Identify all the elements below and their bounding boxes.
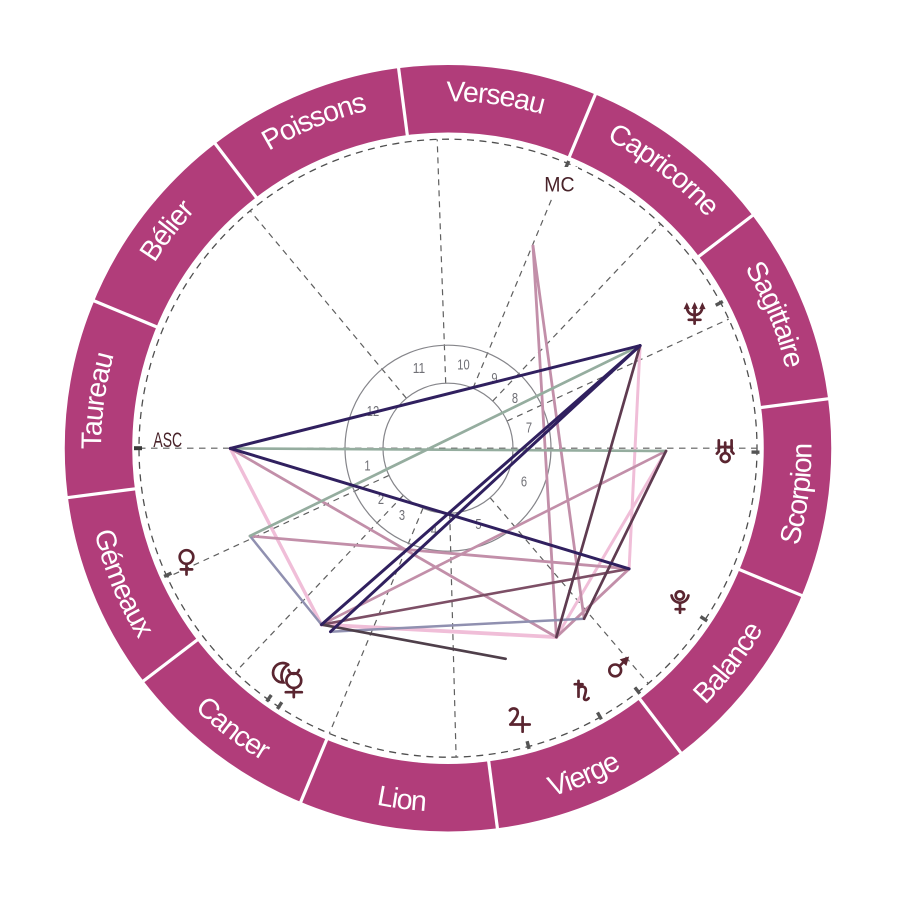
svg-text:Lion: Lion xyxy=(375,780,427,818)
svg-text:6: 6 xyxy=(521,475,527,491)
svg-text:MC: MC xyxy=(544,174,574,197)
svg-text:9: 9 xyxy=(491,371,497,387)
svg-text:3: 3 xyxy=(399,508,405,524)
svg-text:1: 1 xyxy=(364,459,370,475)
svg-text:10: 10 xyxy=(457,358,469,374)
svg-text:7: 7 xyxy=(526,421,532,437)
svg-text:11: 11 xyxy=(413,361,425,377)
svg-text:ASC: ASC xyxy=(153,429,182,452)
